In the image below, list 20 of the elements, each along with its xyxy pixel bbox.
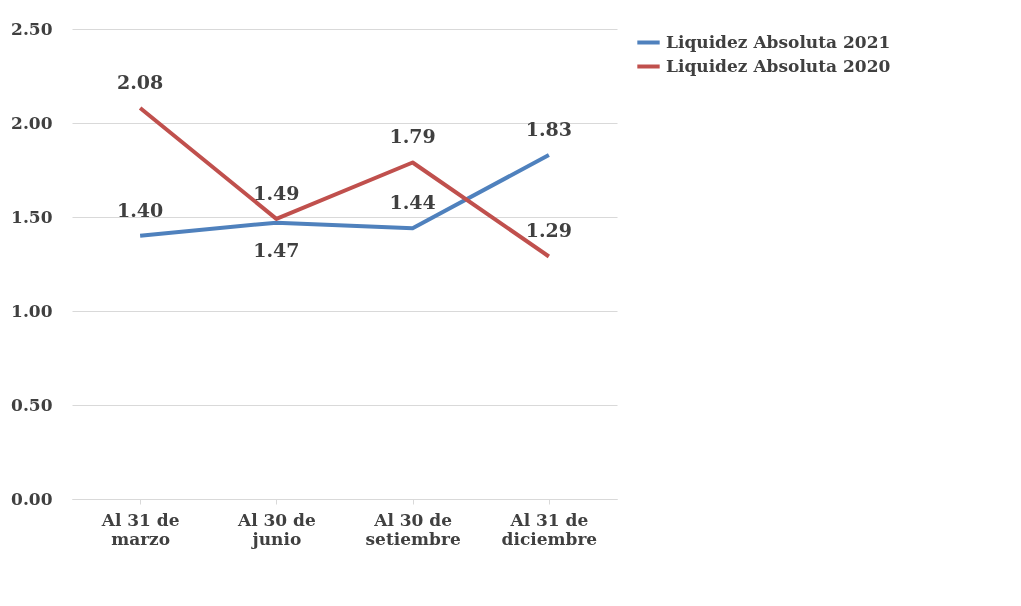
data-label: 1.49 xyxy=(253,181,300,204)
legend-label: Liquidez Absoluta 2021 xyxy=(666,31,891,52)
x-tick-label: Al 30 de setiembre xyxy=(365,509,461,549)
y-tick-label: 0.50 xyxy=(11,394,53,415)
data-label: 2.08 xyxy=(116,70,164,93)
x-tick-label: Al 31 de diciembre xyxy=(501,509,598,549)
data-label: 1.40 xyxy=(116,198,164,221)
y-tick-label: 0.00 xyxy=(11,488,53,509)
data-label: 1.44 xyxy=(389,191,436,214)
x-tick-label: Al 30 de junio xyxy=(236,509,316,549)
data-label: 1.47 xyxy=(253,238,300,261)
legend-label: Liquidez Absoluta 2020 xyxy=(666,55,891,76)
y-tick-label: 2.00 xyxy=(11,112,53,133)
y-tick-label: 2.50 xyxy=(11,18,53,39)
data-label: 1.83 xyxy=(525,117,573,140)
data-label: 1.29 xyxy=(525,219,573,242)
y-tick-label: 1.00 xyxy=(11,300,53,321)
y-tick-label: 1.50 xyxy=(11,206,53,227)
x-tick-label: Al 31 de marzo xyxy=(100,509,180,549)
data-label: 1.79 xyxy=(389,125,436,148)
